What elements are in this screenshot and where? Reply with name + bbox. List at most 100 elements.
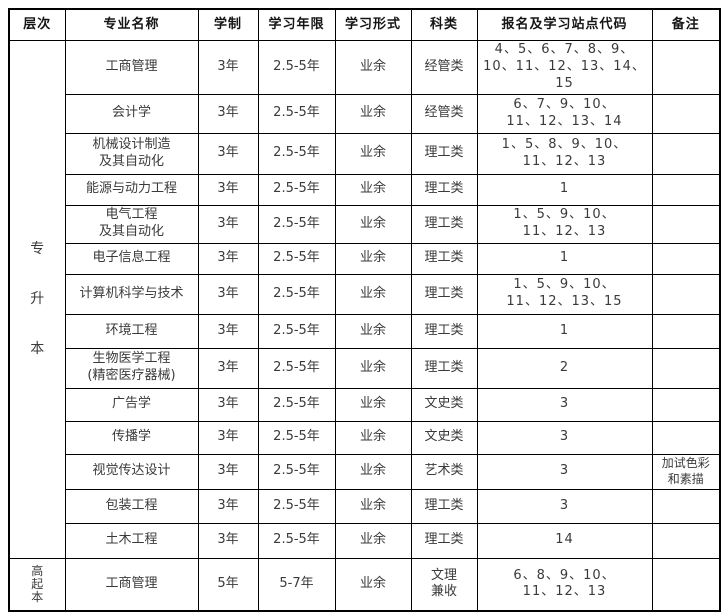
cell-major: 会计学	[64, 93, 199, 134]
cell-remark	[651, 387, 721, 422]
column-header-4: 学习形式	[334, 8, 412, 41]
cell-form: 业余	[334, 173, 412, 206]
column-header-3: 学习年限	[257, 8, 336, 41]
cell-major: 视觉传达设计	[64, 453, 199, 490]
cell-category: 理工类	[410, 204, 478, 244]
column-header-7: 备注	[651, 8, 721, 41]
cell-duration: 3年	[197, 173, 259, 206]
cell-duration: 3年	[197, 522, 259, 559]
cell-duration: 3年	[197, 40, 259, 95]
cell-codes: 1、5、8、9、10、 11、12、13	[476, 132, 653, 175]
cell-major: 包装工程	[64, 488, 199, 524]
cell-codes: 2	[476, 347, 653, 389]
cell-remark	[651, 242, 721, 275]
cell-codes: 1	[476, 242, 653, 275]
cell-remark	[651, 204, 721, 244]
cell-major: 工商管理	[64, 40, 199, 95]
cell-major: 电子信息工程	[64, 242, 199, 275]
column-header-5: 科类	[410, 8, 478, 41]
table-row: 机械设计制造 及其自动化 3年 2.5-5年 业余 理工类 1、5、8、9、10、 11、…	[9, 132, 721, 175]
table-row: 生物医学工程 (精密医疗器械) 3年 2.5-5年 业余 理工类 2	[9, 347, 721, 389]
cell-form: 业余	[334, 132, 412, 175]
cell-category: 理工类	[410, 242, 478, 275]
table-row: 计算机科学与技术 3年 2.5-5年 业余 理工类 1、5、9、10、 11、12、13、…	[9, 273, 721, 315]
cell-codes: 3	[476, 420, 653, 455]
cell-duration: 3年	[197, 313, 259, 349]
cell-duration: 5年	[197, 557, 259, 612]
cell-remark	[651, 488, 721, 524]
column-header-0: 层次	[8, 8, 66, 41]
table-row: 环境工程 3年 2.5-5年 业余 理工类 1	[9, 313, 721, 349]
cell-form: 业余	[334, 204, 412, 244]
cell-period: 2.5-5年	[257, 132, 336, 175]
cell-codes: 4、5、6、7、8、9、 10、11、12、13、14、15	[476, 40, 653, 95]
column-header-6: 报名及学习站点代码	[476, 8, 653, 41]
cell-major: 电气工程 及其自动化	[64, 204, 199, 244]
cell-duration: 3年	[197, 132, 259, 175]
cell-period: 2.5-5年	[257, 242, 336, 275]
cell-period: 2.5-5年	[257, 347, 336, 389]
cell-codes: 14	[476, 522, 653, 559]
cell-major: 机械设计制造 及其自动化	[64, 132, 199, 175]
cell-remark: 加试色彩 和素描	[651, 453, 721, 490]
cell-remark	[651, 522, 721, 559]
cell-codes: 6、7、9、10、 11、12、13、14	[476, 93, 653, 134]
cell-form: 业余	[334, 273, 412, 315]
level-cell-zhuanshengben: 专 升 本	[8, 40, 66, 559]
cell-form: 业余	[334, 347, 412, 389]
cell-form: 业余	[334, 557, 412, 612]
cell-category: 理工类	[410, 173, 478, 206]
table-row: 专 升 本工商管理 3年 2.5-5年 业余 经管类 4、5、6、7、8、9、 10、11…	[8, 40, 721, 559]
cell-form: 业余	[334, 488, 412, 524]
cell-period: 2.5-5年	[257, 313, 336, 349]
cell-duration: 3年	[197, 453, 259, 490]
cell-period: 2.5-5年	[257, 93, 336, 134]
cell-remark	[651, 132, 721, 175]
cell-period: 2.5-5年	[257, 173, 336, 206]
level-cell-gaoqiben: 高 起 本	[8, 557, 66, 612]
cell-period: 2.5-5年	[257, 420, 336, 455]
cell-duration: 3年	[197, 93, 259, 134]
table-row: 高 起 本工商管理 5年 5-7年 业余 文理 兼收 6、8、9、10、 11、12、13	[8, 557, 721, 612]
cell-major: 传播学	[64, 420, 199, 455]
table-row: 电子信息工程 3年 2.5-5年 业余 理工类 1	[9, 242, 721, 275]
cell-category: 文史类	[410, 420, 478, 455]
column-header-2: 学制	[197, 8, 259, 41]
cell-remark	[651, 313, 721, 349]
cell-category: 文史类	[410, 387, 478, 422]
header-row: 层次 专业名称 学制 学习年限 学习形式 科类 报名及学习站点代码 备注	[8, 8, 721, 41]
cell-form: 业余	[334, 313, 412, 349]
cell-category: 理工类	[410, 313, 478, 349]
cell-codes: 3	[476, 453, 653, 490]
cell-remark	[651, 557, 721, 612]
cell-period: 2.5-5年	[257, 40, 336, 95]
cell-remark	[651, 420, 721, 455]
cell-remark	[651, 173, 721, 206]
cell-duration: 3年	[197, 420, 259, 455]
cell-category: 理工类	[410, 273, 478, 315]
cell-category: 理工类	[410, 132, 478, 175]
cell-major: 工商管理	[64, 557, 199, 612]
cell-period: 2.5-5年	[257, 488, 336, 524]
cell-codes: 1、5、9、10、 11、12、13	[476, 204, 653, 244]
table-body: 专 升 本工商管理 3年 2.5-5年 业余 经管类 4、5、6、7、8、9、 10、11…	[8, 40, 721, 612]
cell-form: 业余	[334, 242, 412, 275]
cell-codes: 3	[476, 488, 653, 524]
cell-major: 生物医学工程 (精密医疗器械)	[64, 347, 199, 389]
table-row: 电气工程 及其自动化 3年 2.5-5年 业余 理工类 1、5、9、10、 11、12、1…	[9, 204, 721, 244]
cell-form: 业余	[334, 420, 412, 455]
cell-codes: 3	[476, 387, 653, 422]
cell-remark	[651, 93, 721, 134]
cell-duration: 3年	[197, 488, 259, 524]
cell-major: 环境工程	[64, 313, 199, 349]
cell-period: 2.5-5年	[257, 273, 336, 315]
cell-major: 计算机科学与技术	[64, 273, 199, 315]
cell-category: 文理 兼收	[410, 557, 478, 612]
cell-codes: 1	[476, 173, 653, 206]
table-row: 能源与动力工程 3年 2.5-5年 业余 理工类 1	[9, 173, 721, 206]
cell-duration: 3年	[197, 204, 259, 244]
cell-form: 业余	[334, 387, 412, 422]
cell-period: 5-7年	[257, 557, 336, 612]
cell-form: 业余	[334, 93, 412, 134]
cell-category: 理工类	[410, 347, 478, 389]
